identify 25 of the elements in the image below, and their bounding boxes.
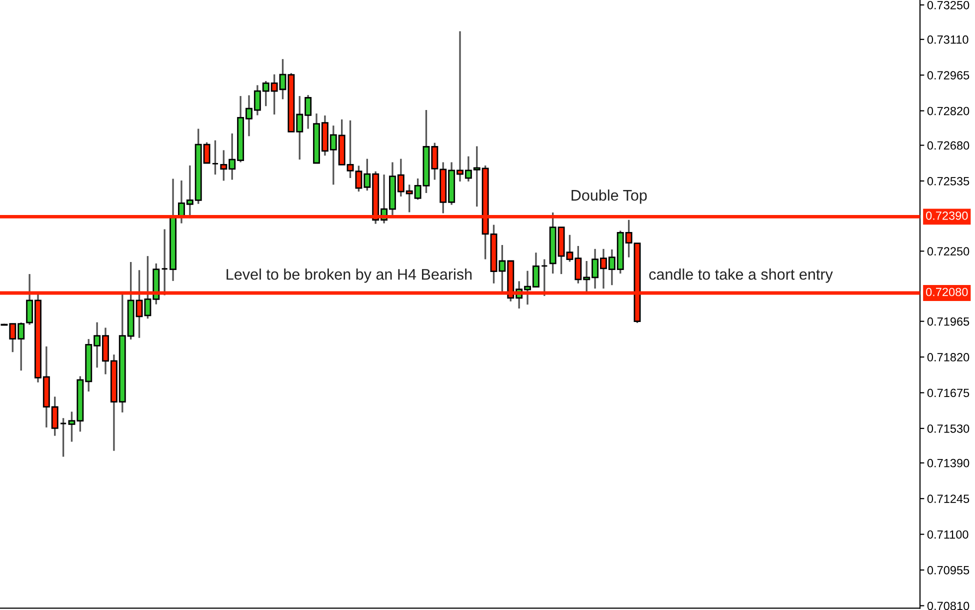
y-tick-label: 0.71965 bbox=[927, 317, 970, 326]
ref-line-label: 0.72080 bbox=[926, 288, 968, 296]
y-tick-label: 0.72250 bbox=[927, 247, 970, 256]
y-tick-label: 0.71245 bbox=[927, 494, 970, 503]
y-tick-label: 0.73110 bbox=[927, 35, 968, 44]
annotation: candle to take a short entry bbox=[649, 268, 833, 283]
y-tick-label: 0.70955 bbox=[927, 566, 970, 574]
y-tick-label: 0.72965 bbox=[927, 71, 970, 80]
candlestick bbox=[540, 258, 548, 297]
y-tick-label: 0.71390 bbox=[927, 458, 970, 468]
annotation: Level to be broken by an H4 Bearish bbox=[226, 268, 472, 283]
y-tick-label: 0.71820 bbox=[927, 353, 970, 362]
y-tick-label: 0.70810 bbox=[927, 602, 970, 610]
candlestick bbox=[161, 228, 168, 296]
y-tick-label: 0.71530 bbox=[927, 424, 970, 433]
y-tick-label: 0.71100 bbox=[927, 530, 968, 539]
y-tick-label: 0.72535 bbox=[927, 177, 970, 186]
y-tick-label: 0.73250 bbox=[927, 0, 970, 10]
annotation: Double Top bbox=[572, 189, 647, 204]
y-tick-label: 0.72680 bbox=[927, 141, 970, 150]
ref-line-label: 0.72390 bbox=[926, 211, 968, 220]
candlestick bbox=[60, 417, 67, 458]
candlestick bbox=[212, 140, 219, 176]
y-tick-label: 0.72820 bbox=[927, 106, 970, 116]
y-tick-label: 0.71675 bbox=[927, 388, 970, 398]
